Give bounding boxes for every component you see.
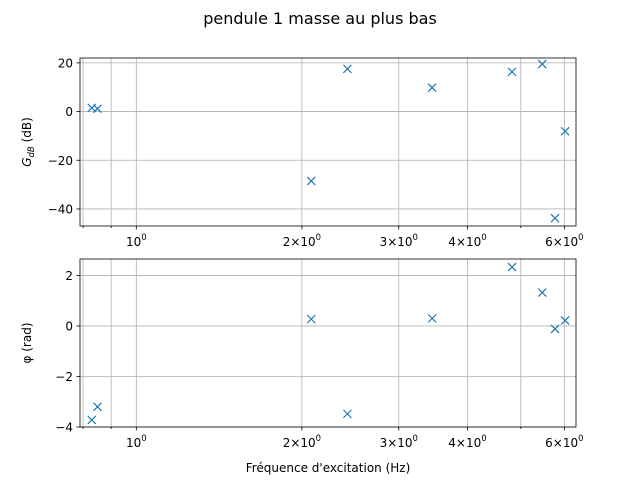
data-point bbox=[93, 402, 102, 412]
data-point bbox=[343, 409, 352, 419]
y-tick-label: −20 bbox=[48, 154, 73, 168]
data-point bbox=[550, 213, 560, 223]
x-tick-label: 100 bbox=[126, 434, 147, 450]
x-tick-label: 2×100 bbox=[283, 434, 321, 450]
x-tick-label: 2×100 bbox=[283, 233, 321, 249]
data-point bbox=[343, 64, 352, 74]
data-point bbox=[507, 262, 517, 272]
data-point bbox=[537, 59, 547, 69]
y-axis-label-gain: GdB (dB) bbox=[20, 117, 37, 167]
x-tick-label: 4×100 bbox=[448, 434, 486, 450]
data-point bbox=[537, 288, 547, 298]
data-point bbox=[560, 315, 570, 325]
x-tick-label: 3×100 bbox=[380, 434, 418, 450]
data-point bbox=[560, 126, 570, 136]
subplot-gain: 20 0 −20 −40 100 2×100 3×100 4×100 6×100 GdB (dB… bbox=[20, 56, 584, 249]
plot-frame bbox=[79, 57, 577, 227]
y-tick-label: 20 bbox=[58, 56, 73, 70]
subplot-phase: 2 0 −2 −4 100 2×100 3×100 4×100 6×100 φ (rad) bbox=[20, 258, 584, 450]
x-tick-label: 6×100 bbox=[545, 233, 583, 249]
y-tick-label: 2 bbox=[65, 269, 73, 283]
data-point bbox=[507, 67, 517, 77]
x-tick-label: 4×100 bbox=[448, 233, 486, 249]
data-point bbox=[306, 176, 316, 186]
plot-frame bbox=[79, 258, 577, 428]
data-point bbox=[306, 314, 316, 324]
chart-title: pendule 1 masse au plus bas bbox=[203, 9, 437, 28]
y-tick-label: −4 bbox=[55, 421, 73, 435]
x-tick-label: 3×100 bbox=[380, 233, 418, 249]
data-point bbox=[427, 313, 437, 323]
x-tick-label: 100 bbox=[126, 233, 147, 249]
data-point bbox=[87, 415, 97, 425]
y-tick-label: 0 bbox=[65, 105, 73, 119]
y-tick-label: 0 bbox=[65, 319, 73, 333]
y-axis-label-phase: φ (rad) bbox=[20, 323, 34, 364]
y-tick-label: −2 bbox=[55, 370, 73, 384]
data-point bbox=[93, 104, 102, 114]
x-axis-label: Fréquence d'excitation (Hz) bbox=[246, 461, 411, 475]
data-point bbox=[427, 83, 437, 93]
x-tick-label: 6×100 bbox=[545, 434, 583, 450]
y-tick-label: −40 bbox=[48, 202, 73, 216]
data-point bbox=[550, 324, 560, 334]
